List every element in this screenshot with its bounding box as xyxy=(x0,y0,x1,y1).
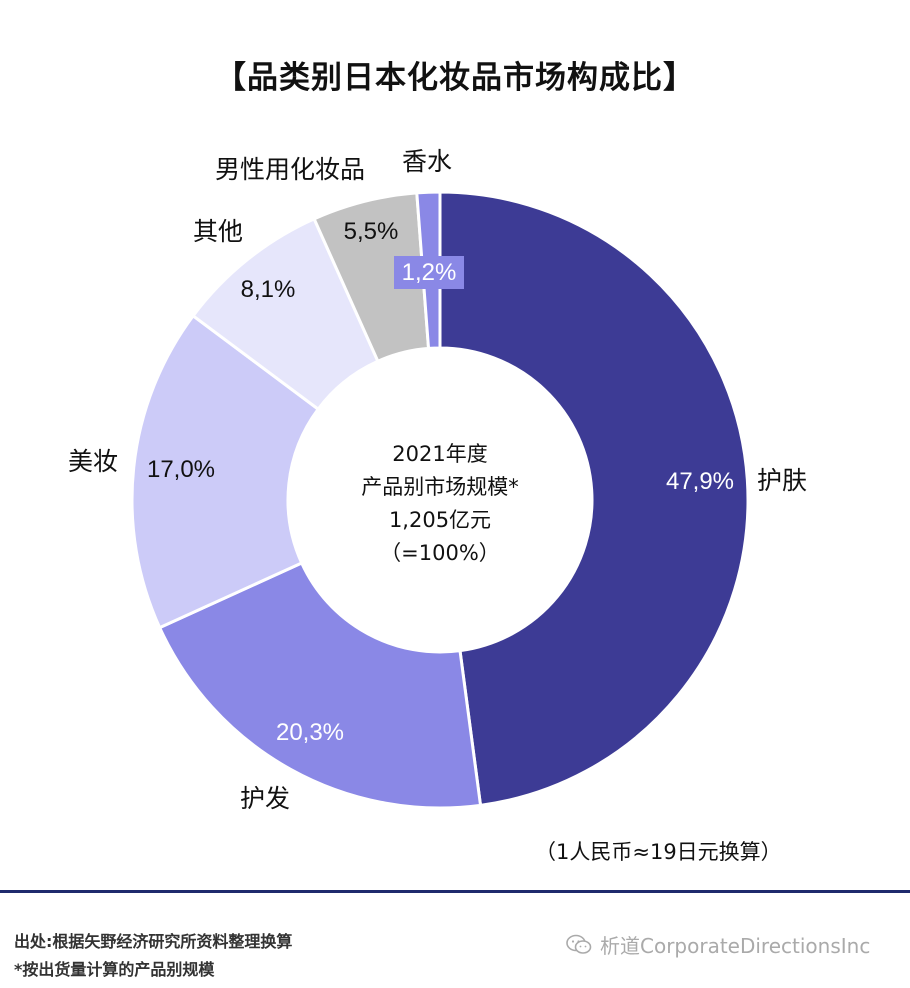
slice-1 xyxy=(438,190,750,808)
center-percent: （=100%） xyxy=(380,541,500,565)
wechat-icon xyxy=(566,934,592,956)
category-label-6: 香水 xyxy=(402,147,452,176)
category-label-1: 护肤 xyxy=(757,466,807,495)
percent-label-2: 20,3% xyxy=(276,719,344,746)
center-total: 1,205亿元 xyxy=(388,508,492,532)
slice-2 xyxy=(157,560,483,810)
percent-label-1: 47,9% xyxy=(666,468,734,495)
watermark-text: 析道CorporateDirectionsInc xyxy=(600,934,871,958)
watermark: 析道CorporateDirectionsInc xyxy=(566,930,870,959)
percent-label-3: 17,0% xyxy=(147,456,215,483)
category-label-4: 其他 xyxy=(193,217,243,246)
conversion-note: （1人民币≈19日元换算） xyxy=(535,840,782,864)
donut-center-text: 2021年度 产品别市场规模* 1,205亿元 （=100%） xyxy=(300,438,580,570)
footer-divider xyxy=(0,890,910,893)
chart-title: 【品类别日本化妆品市场构成比】 xyxy=(215,60,695,96)
footnote: *按出货量计算的产品别规模 xyxy=(14,960,215,979)
percent-label-4: 8,1% xyxy=(241,276,296,303)
center-year: 2021年度 xyxy=(392,442,488,466)
slice-3 xyxy=(130,313,321,630)
source-note: 出处:根据矢野经济研究所资料整理换算 xyxy=(14,932,293,951)
category-label-2: 护发 xyxy=(240,784,290,813)
percent-label-5: 5,5% xyxy=(344,218,399,245)
center-metric: 产品别市场规模* xyxy=(361,475,519,499)
percent-label-6: 1,2% xyxy=(402,259,457,286)
category-label-3: 美妆 xyxy=(68,447,118,476)
small-slice-label-box xyxy=(394,256,464,289)
category-label-5: 男性用化妆品 xyxy=(215,155,365,184)
